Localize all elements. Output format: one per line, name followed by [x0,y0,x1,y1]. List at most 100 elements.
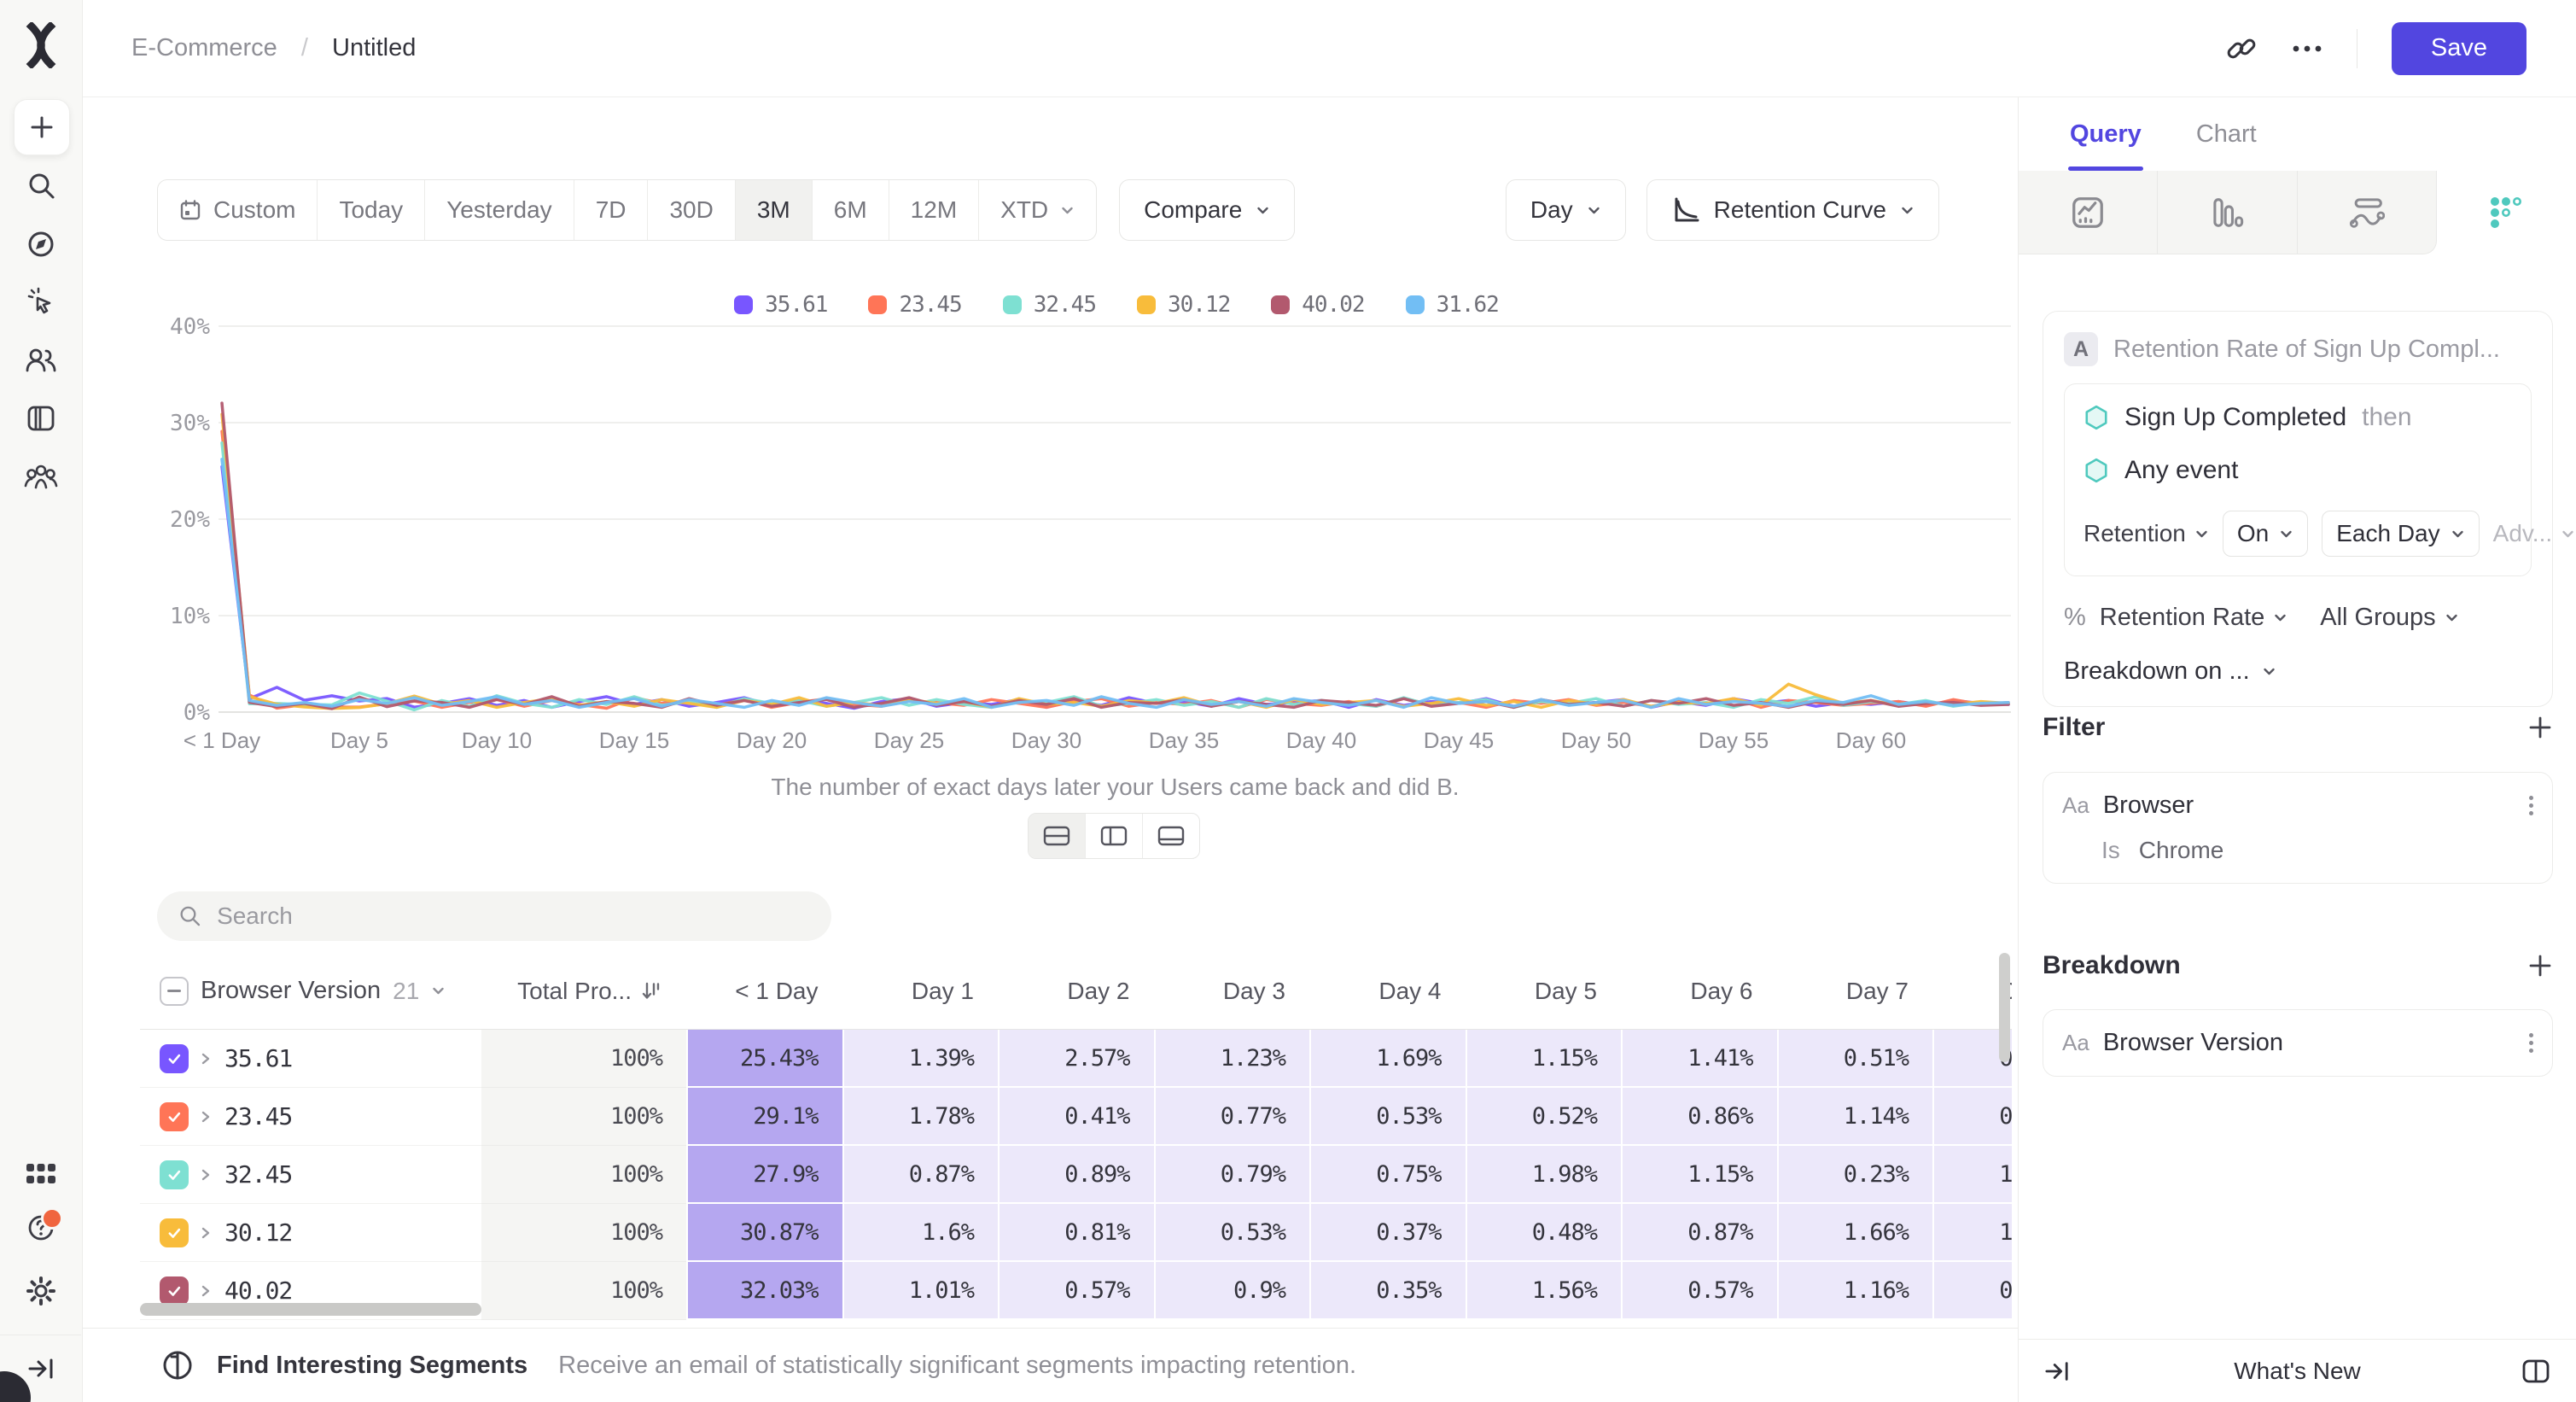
retention-value-cell[interactable]: 0.84% [1932,1030,2012,1088]
expand-chevron-icon[interactable] [199,1052,213,1066]
retention-value-cell[interactable]: 0.75% [1309,1146,1466,1204]
retention-value-cell[interactable]: 0.77% [1153,1088,1309,1146]
legend-item[interactable]: 40.02 [1271,292,1366,318]
table-row[interactable]: 23.45 100% 29.1% 1.78% 0.41% 0.77% 0.53% 0.52% 0… [140,1088,2012,1146]
expand-chevron-icon[interactable] [199,1168,213,1182]
filter-operator[interactable]: Is [2101,837,2120,863]
breakdown-options-button[interactable] [2529,1033,2533,1053]
filter-value[interactable]: Chrome [2138,837,2224,863]
retention-value-cell[interactable]: 1.66% [1776,1204,1932,1262]
filter-card[interactable]: Aa Browser Is Chrome [2043,772,2553,884]
sidebar-item-discover[interactable] [22,229,60,260]
retention-value-cell[interactable]: 0.79% [1153,1146,1309,1204]
on-dropdown[interactable]: On [2222,511,2309,557]
first-event-row[interactable]: Sign Up Completed then [2084,403,2512,432]
legend-item[interactable]: 23.45 [868,292,963,318]
retention-value-cell[interactable]: 30.87% [686,1204,842,1262]
retention-value-cell[interactable]: 1.41% [1621,1030,1777,1088]
retention-value-cell[interactable]: 29.1% [686,1088,842,1146]
range-7d[interactable]: 7D [574,180,649,240]
table-row[interactable]: 32.45 100% 27.9% 0.87% 0.89% 0.79% 0.75% 1.98% 1… [140,1146,2012,1204]
retention-value-cell[interactable]: 0.57% [998,1262,1154,1320]
group-column-header[interactable]: Browser Version [201,977,382,1004]
legend-item[interactable]: 35.61 [734,292,828,318]
day-column-header[interactable]: Day 7 [1845,977,1909,1004]
retention-value-cell[interactable]: 0.23% [1776,1146,1932,1204]
day-column-header[interactable]: Day 2 [1067,977,1130,1004]
retention-value-cell[interactable]: 1.98% [1465,1146,1621,1204]
retention-value-cell[interactable]: 1.14% [1776,1088,1932,1146]
retention-value-cell[interactable]: 1.15% [1465,1030,1621,1088]
day-column-header[interactable]: Day 4 [1378,977,1442,1004]
day-column-header[interactable]: Day 3 [1222,977,1285,1004]
range-6m[interactable]: 6M [813,180,889,240]
row-checkbox[interactable] [160,1276,189,1306]
more-options-button[interactable] [2292,44,2322,53]
table-row[interactable]: 35.61 100% 25.43% 1.39% 2.57% 1.23% 1.69% 1.15%… [140,1030,2012,1088]
retention-type-dropdown[interactable]: Retention [2084,520,2209,547]
row-checkbox[interactable] [160,1160,189,1189]
breadcrumb-board-link[interactable]: E-Commerce [131,34,277,61]
row-checkbox[interactable] [160,1101,189,1131]
table-row[interactable]: 30.12 100% 30.87% 1.6% 0.81% 0.53% 0.37% 0.48% 0… [140,1204,2012,1262]
whats-new-link[interactable]: What's New [2234,1357,2361,1384]
retention-value-cell[interactable]: 0.53% [1309,1088,1466,1146]
retention-value-cell[interactable]: 0.81% [998,1204,1154,1262]
copy-link-button[interactable] [2225,32,2258,65]
retention-value-cell[interactable]: 1.78% [842,1088,998,1146]
sidebar-item-users[interactable] [22,345,60,376]
tab-query[interactable]: Query [2068,97,2143,171]
search-input[interactable] [215,902,811,931]
retention-value-cell[interactable]: 0.62% [1932,1088,2012,1146]
total-column-header[interactable]: Total Pro... [517,977,632,1004]
retention-value-cell[interactable]: 1.23% [1153,1030,1309,1088]
mixpanel-logo-icon[interactable] [0,22,82,68]
retention-value-cell[interactable]: 1.39% [842,1030,998,1088]
create-new-button[interactable] [14,99,70,155]
retention-value-cell[interactable]: 1.56% [1465,1262,1621,1320]
retention-value-cell[interactable]: 0.95% [1932,1262,2012,1320]
horizontal-scrollbar[interactable] [140,1303,481,1316]
range-yesterday[interactable]: Yesterday [425,180,574,240]
save-button[interactable]: Save [2391,21,2526,75]
row-checkbox[interactable] [160,1043,189,1073]
range-today[interactable]: Today [318,180,426,240]
add-breakdown-button[interactable] [2527,953,2553,978]
tab-chart[interactable]: Chart [2195,120,2257,148]
retention-value-cell[interactable]: 1.07% [1932,1146,2012,1204]
row-checkbox[interactable] [160,1218,189,1247]
sidebar-item-settings[interactable] [22,1276,60,1306]
report-flows-tab[interactable] [2297,171,2437,254]
return-event-row[interactable]: Any event [2084,456,2512,485]
layout-split-horizontal-button[interactable] [1029,814,1086,858]
range-custom[interactable]: Custom [158,180,318,240]
bucket-dropdown[interactable]: Each Day [2322,511,2480,557]
measure-dropdown[interactable]: Retention Rate [2100,604,2288,632]
retention-value-cell[interactable]: 1.16% [1776,1262,1932,1320]
page-title[interactable]: Untitled [332,34,417,61]
vertical-scrollbar[interactable] [1999,953,2010,1062]
retention-value-cell[interactable]: 0.37% [1309,1204,1466,1262]
sidebar-item-boards[interactable] [22,403,60,434]
add-filter-button[interactable] [2527,715,2553,740]
collapse-panel-button[interactable] [2044,1359,2070,1383]
filter-options-button[interactable] [2529,796,2533,815]
sidebar-item-events[interactable] [22,287,60,318]
retention-value-cell[interactable]: 0.57% [1621,1262,1777,1320]
find-segments-link[interactable]: Find Interesting Segments [217,1351,528,1379]
breakdown-card[interactable]: Aa Browser Version [2043,1009,2553,1077]
range-3m[interactable]: 3M [735,180,813,240]
sort-icon[interactable] [640,980,662,1002]
expand-chevron-icon[interactable] [199,1110,213,1124]
advanced-dropdown[interactable]: Adv... [2493,520,2576,547]
select-all-checkbox[interactable] [160,976,189,1006]
range-xtd[interactable]: XTD [979,180,1096,240]
expand-chevron-icon[interactable] [199,1284,213,1298]
day-column-header[interactable]: Day 6 [1690,977,1753,1004]
retention-value-cell[interactable]: 1.15% [1621,1146,1777,1204]
retention-value-cell[interactable]: 0.52% [1465,1088,1621,1146]
legend-item[interactable]: 32.45 [1002,292,1097,318]
toggle-panel-button[interactable] [2521,1358,2550,1384]
groups-dropdown[interactable]: All Groups [2320,604,2458,632]
table-row[interactable]: 40.02 100% 32.03% 1.01% 0.57% 0.9% 0.35% 1.56% 0… [140,1262,2012,1320]
